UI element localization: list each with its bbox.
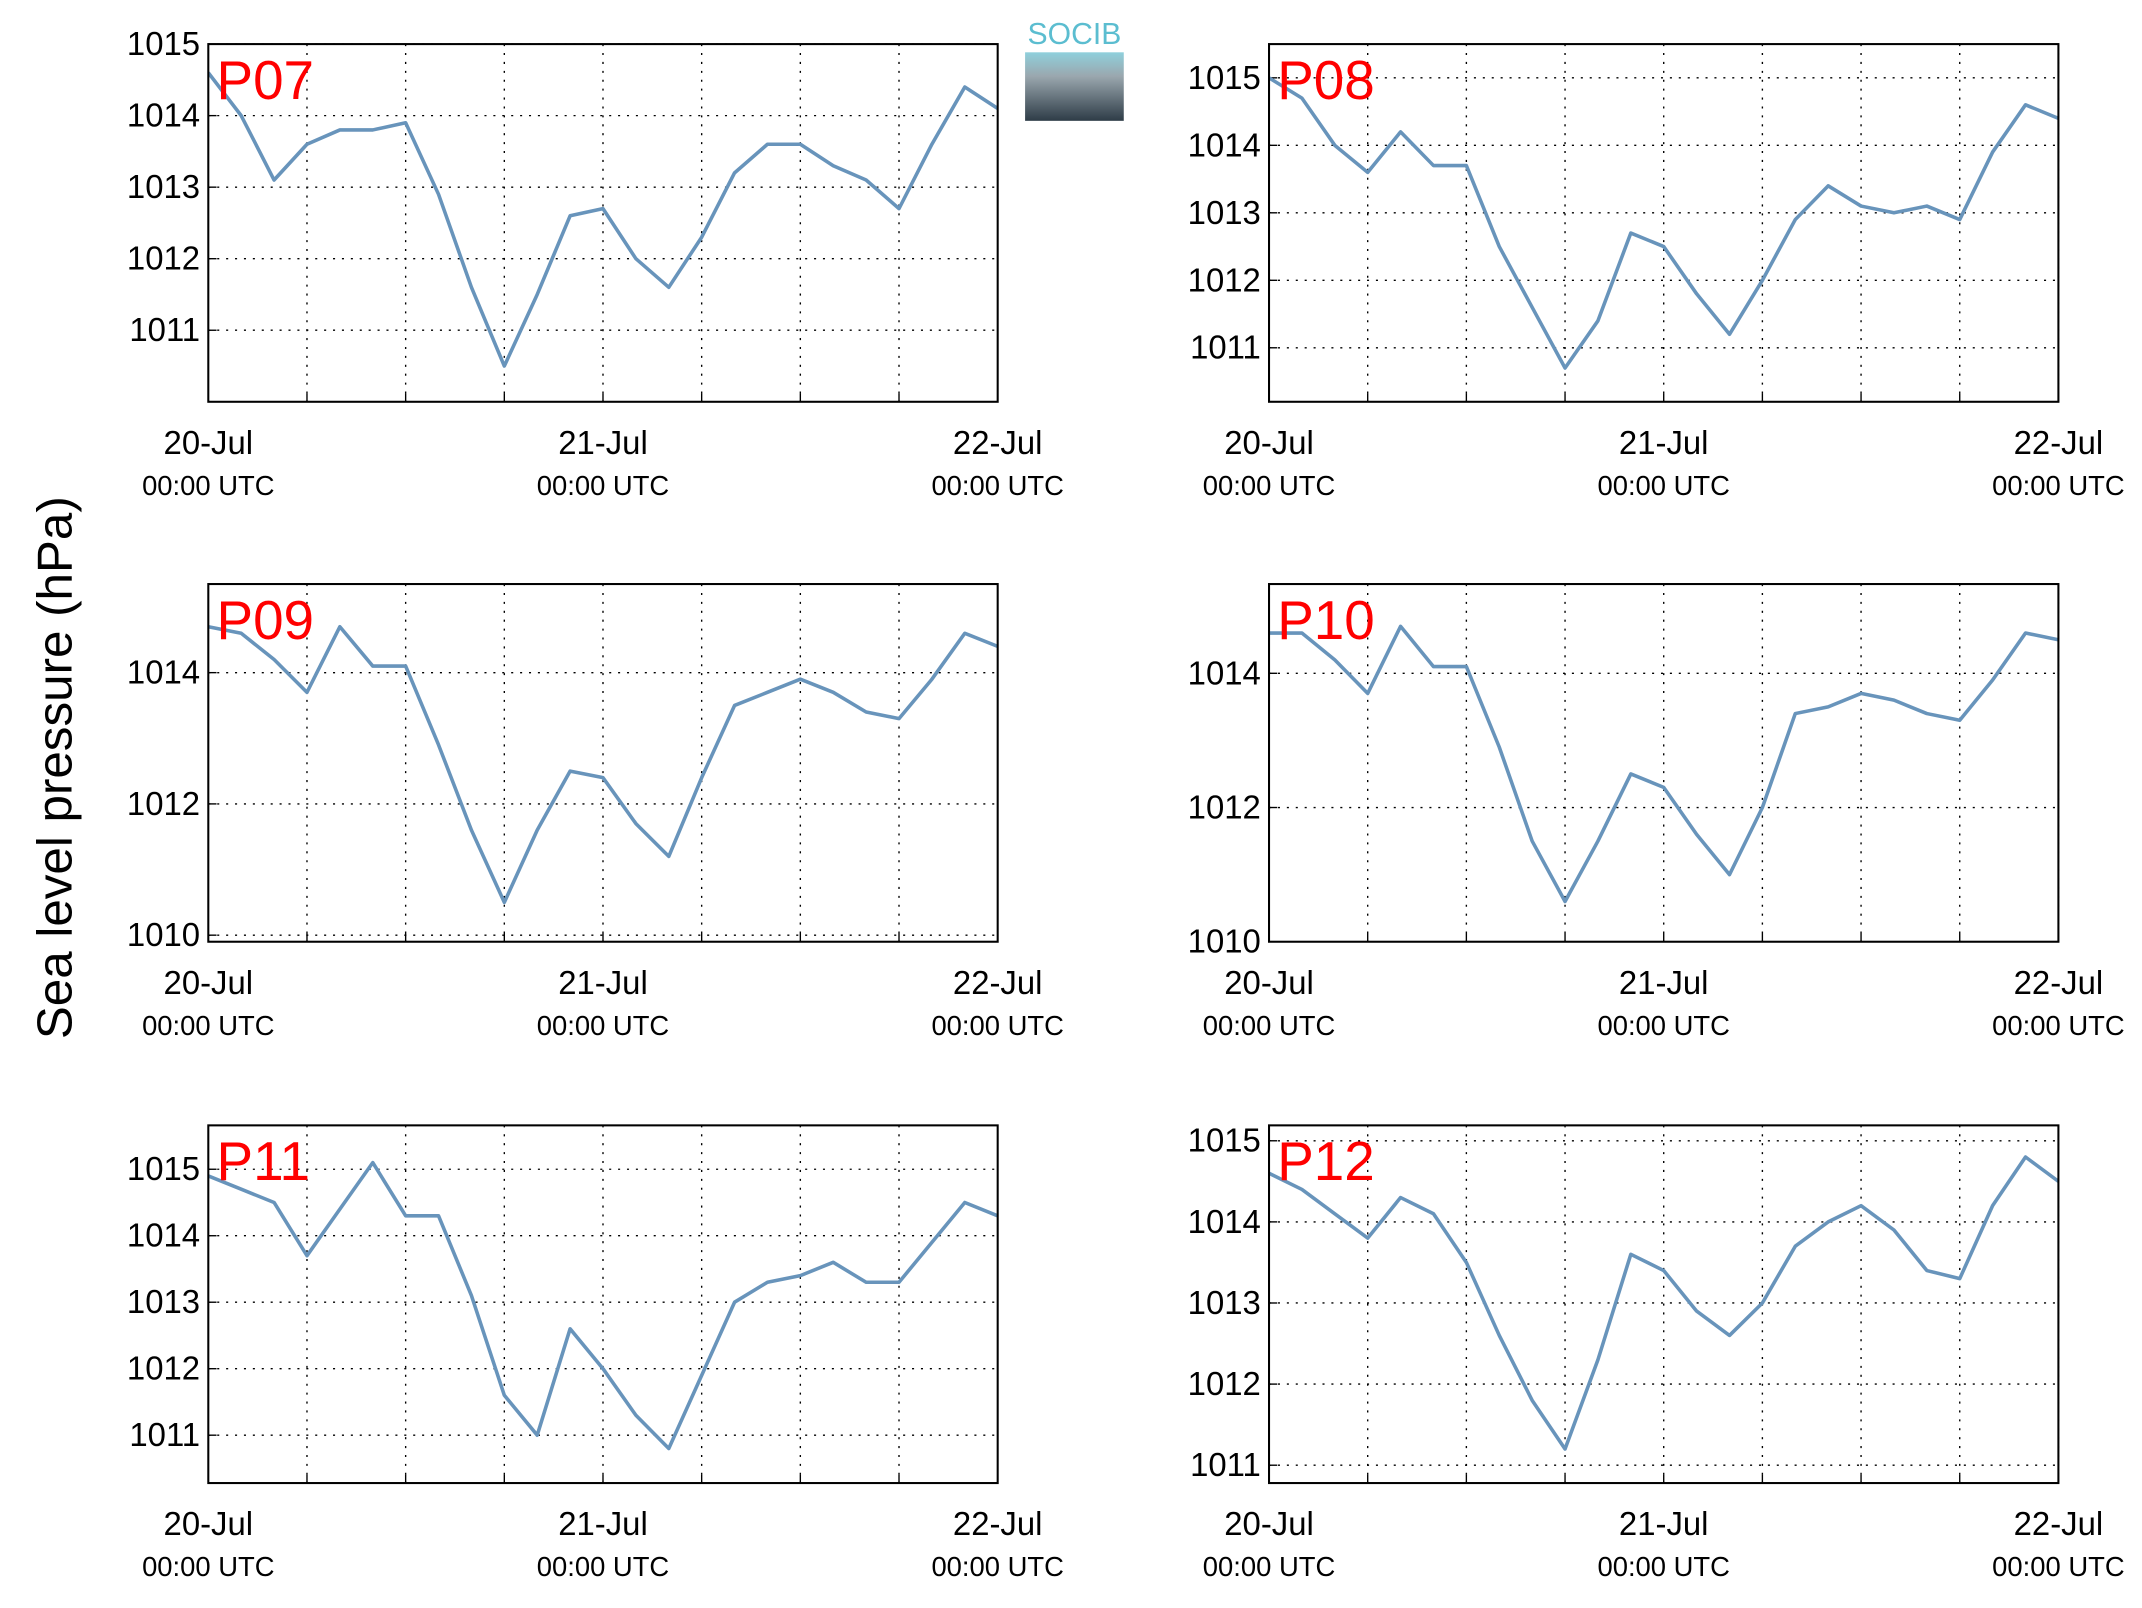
y-tick-label: 1014 — [127, 97, 200, 134]
axes-frame — [1268, 43, 2060, 403]
x-tick-sublabel: 00:00 UTC — [537, 470, 669, 501]
x-tick-sublabel: 00:00 UTC — [1597, 1010, 1729, 1041]
pressure-line — [1269, 624, 2059, 904]
x-tick-label: 20-Jul — [1224, 1505, 1314, 1542]
panel-title: P10 — [1277, 589, 1375, 651]
axes-frame — [207, 583, 999, 943]
y-tick-label: 1013 — [127, 168, 200, 205]
panel-title: P08 — [1277, 49, 1375, 111]
panel: 1011 1012 1013 1014 1015 20-Jul 00:00 UTC 21-Ju… — [1188, 1122, 2125, 1583]
x-tick-sublabel: 00:00 UTC — [931, 1551, 1063, 1582]
x-tick-label: 22-Jul — [953, 424, 1043, 461]
y-tick-label: 1014 — [1188, 1203, 1261, 1240]
plot-area — [208, 624, 998, 905]
x-tick-label: 21-Jul — [558, 424, 648, 461]
x-tick-sublabel: 00:00 UTC — [537, 1010, 669, 1041]
y-tick-label: 1014 — [127, 1217, 200, 1254]
plot-area — [1269, 624, 2059, 904]
pressure-line — [208, 1160, 998, 1451]
y-tick-label: 1011 — [129, 311, 200, 348]
x-tick-sublabel: 00:00 UTC — [1203, 1010, 1335, 1041]
y-tick-label: 1014 — [1188, 654, 1261, 691]
y-tick-label: 1012 — [1188, 261, 1261, 298]
y-tick-label: 1012 — [1188, 788, 1261, 825]
y-tick-label: 1014 — [1188, 126, 1261, 163]
panel-title: P07 — [217, 49, 315, 111]
panel-title: P11 — [217, 1130, 310, 1192]
panel: 1010 1012 1014 20-Jul 00:00 UTC 21-Jul 00:00 U… — [1188, 583, 2125, 1041]
logo: SOCIB — [1025, 18, 1124, 121]
pressure-line — [208, 71, 998, 368]
x-tick-label: 22-Jul — [2014, 964, 2104, 1001]
x-tick-sublabel: 00:00 UTC — [1992, 1010, 2124, 1041]
x-tick-label: 21-Jul — [1619, 424, 1709, 461]
panel-title: P12 — [1277, 1130, 1375, 1192]
x-tick-sublabel: 00:00 UTC — [537, 1551, 669, 1582]
y-tick-label: 1010 — [127, 916, 200, 953]
x-tick-sublabel: 00:00 UTC — [931, 1010, 1063, 1041]
logo-box — [1025, 52, 1124, 121]
x-tick-sublabel: 00:00 UTC — [142, 470, 274, 501]
y-tick-label: 1011 — [1190, 329, 1261, 366]
y-tick-label: 1013 — [127, 1283, 200, 1320]
panel: 1011 1012 1013 1014 1015 20-Jul 00:00 UTC 21-Ju… — [127, 1124, 1064, 1582]
pressure-line — [1269, 76, 2059, 370]
axes-frame — [207, 43, 999, 403]
pressure-line — [1269, 1155, 2059, 1451]
y-tick-label: 1011 — [129, 1416, 200, 1453]
panel: 1010 1012 1014 20-Jul 00:00 UTC 21-Jul 00:00 U… — [127, 583, 1064, 1041]
x-tick-label: 22-Jul — [953, 1505, 1043, 1542]
x-tick-label: 22-Jul — [2014, 1505, 2104, 1542]
y-tick-label: 1012 — [127, 785, 200, 822]
x-tick-label: 21-Jul — [1619, 1505, 1709, 1542]
x-tick-label: 21-Jul — [558, 1505, 648, 1542]
plot-area — [208, 71, 998, 368]
x-tick-sublabel: 00:00 UTC — [1992, 1551, 2124, 1582]
panel-title: P09 — [217, 589, 315, 651]
pressure-line — [208, 624, 998, 905]
y-tick-label: 1010 — [1188, 923, 1261, 960]
x-tick-sublabel: 00:00 UTC — [142, 1010, 274, 1041]
panel: 1011 1012 1013 1014 1015 20-Jul 00:00 UTC 21-Ju… — [127, 25, 1064, 501]
plot-area — [208, 1160, 998, 1451]
logo-text: SOCIB — [1028, 18, 1122, 51]
x-tick-label: 20-Jul — [1224, 964, 1314, 1001]
y-tick-label: 1012 — [127, 1350, 200, 1387]
x-tick-label: 22-Jul — [953, 964, 1043, 1001]
x-tick-sublabel: 00:00 UTC — [1597, 1551, 1729, 1582]
plot-area — [1269, 76, 2059, 370]
y-tick-label: 1015 — [1188, 1122, 1261, 1159]
x-tick-sublabel: 00:00 UTC — [142, 1551, 274, 1582]
axes-frame — [207, 1124, 999, 1485]
x-tick-label: 21-Jul — [558, 964, 648, 1001]
y-tick-label: 1013 — [1188, 194, 1261, 231]
x-tick-sublabel: 00:00 UTC — [1597, 470, 1729, 501]
plot-area — [1269, 1155, 2059, 1451]
y-tick-label: 1015 — [1188, 59, 1261, 96]
y-tick-label: 1013 — [1188, 1284, 1261, 1321]
x-tick-sublabel: 00:00 UTC — [931, 470, 1063, 501]
y-tick-label: 1012 — [1188, 1365, 1261, 1402]
y-tick-label: 1015 — [127, 1150, 200, 1187]
x-tick-label: 21-Jul — [1619, 964, 1709, 1001]
x-tick-label: 22-Jul — [2014, 424, 2104, 461]
x-tick-label: 20-Jul — [164, 424, 254, 461]
x-tick-sublabel: 00:00 UTC — [1203, 470, 1335, 501]
x-tick-sublabel: 00:00 UTC — [1992, 470, 2124, 501]
x-tick-label: 20-Jul — [1224, 424, 1314, 461]
y-tick-label: 1015 — [127, 25, 200, 62]
y-tick-label: 1014 — [127, 654, 200, 691]
axes-frame — [1268, 1124, 2060, 1485]
x-tick-sublabel: 00:00 UTC — [1203, 1551, 1335, 1582]
x-tick-label: 20-Jul — [164, 1505, 254, 1542]
y-axis-label: Sea level pressure (hPa) — [27, 496, 82, 1039]
y-tick-label: 1011 — [1190, 1446, 1261, 1483]
y-tick-label: 1012 — [127, 240, 200, 277]
panel: 1011 1012 1013 1014 1015 20-Jul 00:00 UTC 21-Ju… — [1188, 43, 2125, 501]
x-tick-label: 20-Jul — [164, 964, 254, 1001]
axes-frame — [1268, 583, 2060, 943]
